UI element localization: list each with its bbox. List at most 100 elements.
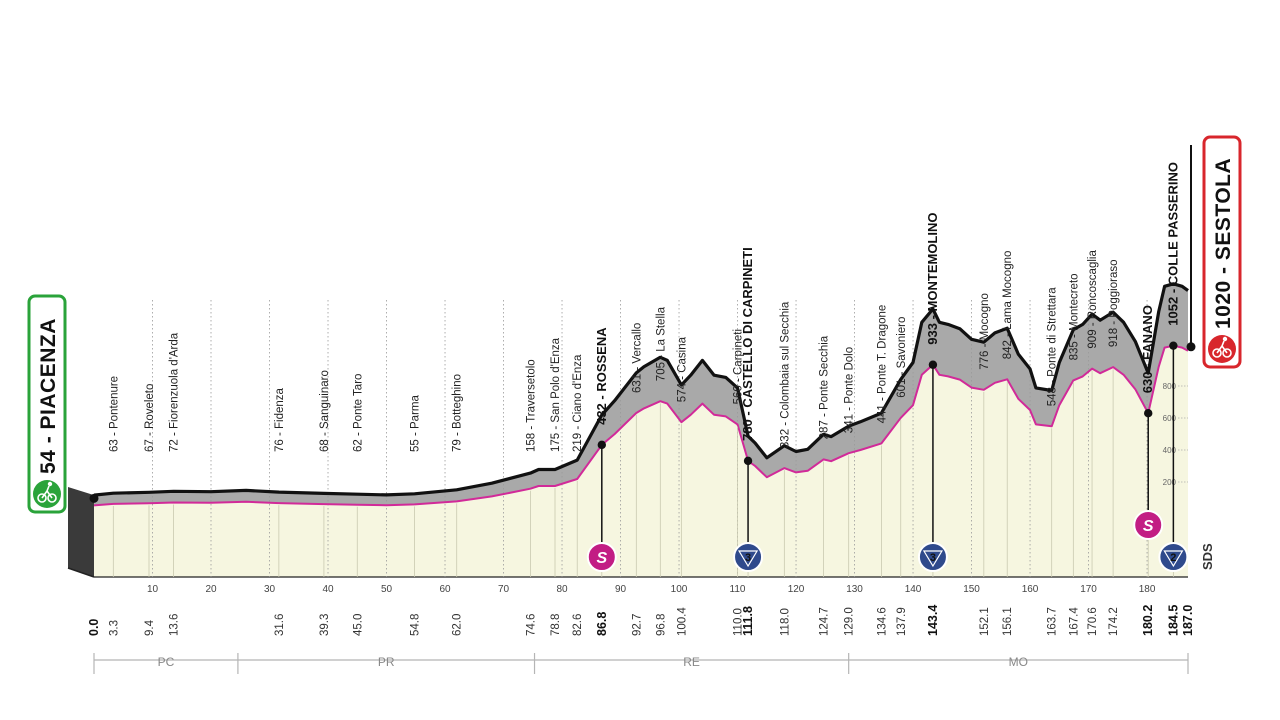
sprint-badge-symbol: S bbox=[596, 550, 607, 567]
km-label: 86.8 bbox=[595, 612, 609, 636]
km-label: 152.1 bbox=[979, 607, 991, 636]
axis-tick-label: 60 bbox=[439, 584, 451, 595]
km-labels: 0.0 3.3 9.4 13.6 31.6 39.3 45.0 54.8 62.0 74.6 78.… bbox=[87, 605, 1195, 636]
waypoint-label: 67 - Roveleto bbox=[144, 384, 156, 452]
waypoint-label: 341 - Ponte Dolo bbox=[844, 347, 856, 433]
km-label: 163.7 bbox=[1047, 607, 1059, 636]
waypoint-label: 76 - Fidenza bbox=[274, 387, 286, 452]
waypoint-label: 918 - Poggioraso bbox=[1108, 260, 1120, 348]
axis-tick-label: 80 bbox=[556, 584, 568, 595]
axis-tick-label: 50 bbox=[381, 584, 393, 595]
cyclist-icon bbox=[33, 480, 61, 508]
cyclist-icon bbox=[1208, 335, 1236, 363]
km-label: 118.0 bbox=[779, 608, 791, 636]
region-label: MO bbox=[1009, 655, 1028, 669]
waypoint-label: 1052 - COLLE PASSERINO bbox=[1165, 162, 1180, 326]
km-label: 129.0 bbox=[844, 607, 856, 636]
region-label: RE bbox=[683, 655, 700, 669]
region-label: PC bbox=[158, 655, 175, 669]
start-badge-label: 54 - PIACENZA bbox=[37, 318, 60, 474]
waypoint-label: 175 - San Polo d'Enza bbox=[550, 337, 562, 452]
km-label: 100.4 bbox=[676, 607, 688, 636]
waypoint-label: 780 - CASTELLO DI CARPINETI bbox=[740, 247, 755, 441]
waypoint-label: 842 - Lama Mocogno bbox=[1002, 251, 1014, 360]
altitude-tick-label: 800 bbox=[1163, 382, 1177, 391]
start-badge: 54 - PIACENZA bbox=[29, 296, 65, 512]
waypoint-label: 219 - Ciano d'Enza bbox=[572, 354, 584, 452]
altitude-tick-label: 400 bbox=[1163, 446, 1177, 455]
waypoint-label: 72 - Fiorenzuola d'Arda bbox=[169, 332, 181, 452]
axis-tick-label: 160 bbox=[1022, 584, 1039, 595]
region-bar: PC PR RE MO bbox=[94, 653, 1188, 674]
axis-tick-label: 20 bbox=[205, 584, 217, 595]
sprint-dot bbox=[1144, 409, 1152, 417]
km-label: 137.9 bbox=[896, 607, 908, 636]
km-label: 156.1 bbox=[1002, 607, 1014, 636]
axis-tick-label: 40 bbox=[322, 584, 334, 595]
waypoint-label: 55 - Parma bbox=[410, 395, 422, 452]
kom-category: 3 bbox=[930, 552, 936, 564]
waypoint-label: 776 - Mocogno bbox=[979, 293, 991, 370]
km-label: 170.6 bbox=[1087, 607, 1099, 636]
km-label: 45.0 bbox=[352, 614, 364, 636]
finish-badge: 1020 - SESTOLA bbox=[1204, 137, 1240, 367]
km-label: 9.4 bbox=[144, 619, 156, 636]
axis-tick-label: 170 bbox=[1080, 584, 1097, 595]
km-label: 111.8 bbox=[741, 606, 755, 636]
km-label: 143.4 bbox=[926, 605, 940, 636]
rider-head-icon bbox=[1223, 337, 1227, 341]
waypoint-label: 574 - Casina bbox=[676, 336, 688, 402]
km-label: 184.5 bbox=[1166, 605, 1180, 636]
waypoint-label: 835 - Montecreto bbox=[1068, 273, 1080, 360]
axis-tick-label: 30 bbox=[264, 584, 276, 595]
kom-dot bbox=[929, 361, 937, 369]
sprint-badge-symbol: S bbox=[1143, 518, 1154, 535]
waypoint-label: 631 - Vercallo bbox=[631, 323, 643, 393]
kom-dot bbox=[744, 457, 752, 465]
sprint-dot bbox=[598, 441, 606, 449]
waypoint-label: 332 - Colombaia sul Secchia bbox=[779, 301, 791, 448]
kom-dot bbox=[1169, 341, 1177, 349]
km-label: 13.6 bbox=[169, 614, 181, 636]
km-label: 78.8 bbox=[550, 614, 562, 636]
axis-tick-label: 110 bbox=[730, 584, 746, 595]
axis-tick-label: 130 bbox=[846, 584, 863, 595]
km-label: 0.0 bbox=[87, 619, 101, 636]
waypoint-label: 62 - Ponte Taro bbox=[352, 374, 364, 452]
region-label: PR bbox=[378, 655, 395, 669]
sds-logo: SDS bbox=[1200, 543, 1215, 570]
waypoint-label: 705 - La Stella bbox=[655, 306, 667, 381]
km-label: 124.7 bbox=[819, 607, 831, 636]
waypoint-label: 158 - Traversetolo bbox=[525, 359, 537, 452]
axis-tick-label: 180 bbox=[1139, 584, 1156, 595]
km-label: 96.8 bbox=[655, 614, 667, 636]
waypoint-label: 630 - FANANO bbox=[1140, 305, 1155, 393]
km-label: 54.8 bbox=[410, 614, 422, 636]
km-label: 74.6 bbox=[525, 614, 537, 636]
waypoint-label: 548 - Ponte di Strettara bbox=[1047, 287, 1059, 407]
axis-tick-label: 10 bbox=[147, 584, 159, 595]
waypoint-label: 287 - Ponte Secchia bbox=[819, 335, 831, 439]
axis-tick-label: 120 bbox=[788, 584, 805, 595]
km-label: 39.3 bbox=[319, 614, 331, 636]
rider-head-icon bbox=[48, 482, 52, 486]
altitude-tick-label: 600 bbox=[1163, 414, 1177, 423]
axis-tick-label: 90 bbox=[615, 584, 627, 595]
km-label: 167.4 bbox=[1068, 607, 1080, 636]
altitude-tick-label: 200 bbox=[1163, 478, 1177, 487]
waypoint-label: 933 - MONTEMOLINO bbox=[925, 213, 940, 345]
km-label: 92.7 bbox=[631, 614, 643, 636]
waypoint-label: 79 - Botteghino bbox=[452, 374, 464, 452]
km-label: 134.6 bbox=[876, 607, 888, 636]
start-dot bbox=[90, 494, 99, 503]
waypoint-label: 441 - Ponte T. Dragone bbox=[876, 305, 888, 424]
km-label: 174.2 bbox=[1108, 607, 1120, 636]
axis-tick-label: 70 bbox=[498, 584, 510, 595]
kom-category: 3 bbox=[745, 552, 751, 564]
km-label: 82.6 bbox=[572, 614, 584, 636]
axis-tick-label: 100 bbox=[671, 584, 688, 595]
profile-area bbox=[68, 284, 1188, 577]
waypoint-label: 68 - Sanguinaro bbox=[319, 370, 331, 452]
finish-badge-label: 1020 - SESTOLA bbox=[1212, 158, 1235, 329]
